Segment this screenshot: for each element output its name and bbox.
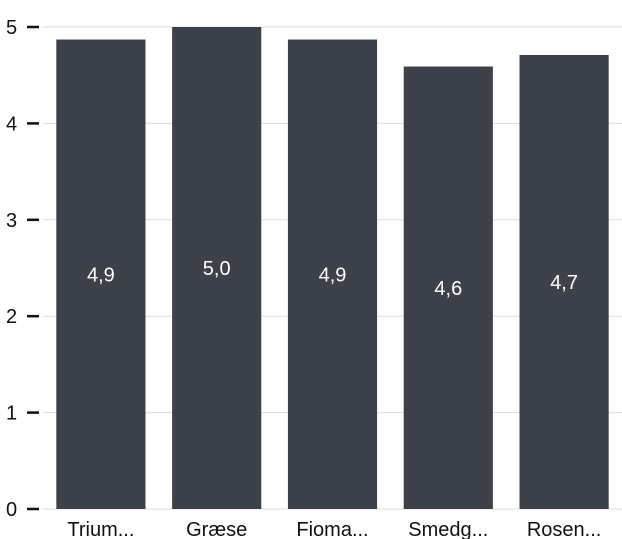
y-tick-label: 5 [6, 17, 17, 39]
bar-value-label: 4,6 [434, 278, 462, 300]
bar-value-label: 4,9 [319, 264, 347, 286]
bar-value-label: 4,7 [550, 272, 578, 294]
y-tick-label: 0 [6, 499, 17, 521]
bar [403, 66, 493, 510]
bars: 4,9 5,0 4,9 4,6 4,7 [56, 27, 609, 510]
x-category-label: Fioma... [296, 519, 368, 539]
x-axis: Trium... Græse Fioma... Smedg... Rosen... [67, 519, 601, 539]
bar [56, 39, 146, 509]
x-category-label: Trium... [67, 519, 134, 539]
x-category-label: Rosen... [527, 519, 601, 539]
y-tick-label: 1 [6, 403, 17, 425]
bar [172, 27, 262, 509]
bar [519, 54, 609, 510]
y-tick-label: 2 [6, 306, 17, 328]
bar-value-label: 4,9 [87, 264, 115, 286]
bar-value-label: 5,0 [203, 258, 231, 280]
x-category-label: Græse [186, 519, 247, 539]
bar [287, 39, 378, 509]
y-tick-label: 3 [6, 210, 17, 232]
x-category-label: Smedg... [408, 519, 488, 539]
y-tick-label: 4 [6, 113, 17, 135]
y-axis: 0 1 2 3 4 5 [6, 17, 39, 521]
